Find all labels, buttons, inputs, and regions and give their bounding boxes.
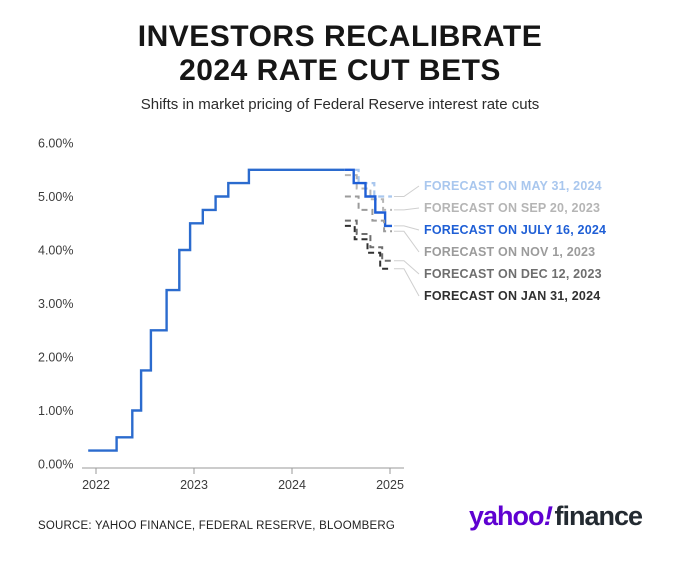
leader-line-forecast-sep-20-2023 — [393, 207, 420, 211]
series-forecast-dec-12-2023 — [344, 219, 392, 262]
x-tick-label: 2025 — [376, 478, 404, 492]
y-tick-label: 6.00% — [38, 137, 73, 151]
title-line-1: INVESTORS RECALIBRATE — [137, 20, 543, 53]
series-fed-funds-history — [88, 168, 345, 452]
chart-subtitle: Shifts in market pricing of Federal Rese… — [140, 96, 540, 114]
series-forecast-may-31-2024 — [344, 168, 392, 198]
y-tick-label: 5.00% — [38, 190, 73, 204]
y-tick-label: 3.00% — [38, 297, 73, 311]
x-tick-label: 2023 — [180, 478, 208, 492]
chart-title: INVESTORS RECALIBRATE 2024 RATE CUT BETS — [0, 20, 680, 87]
x-tick-label: 2024 — [278, 478, 306, 492]
y-tick-label: 1.00% — [38, 404, 73, 418]
leader-line-forecast-july-16-2024 — [393, 225, 420, 231]
y-tick-label: 0.00% — [38, 458, 73, 472]
x-tick-label: 2022 — [82, 478, 110, 492]
leader-line-forecast-nov-1-2023 — [393, 230, 420, 253]
series-forecast-july-16-2024 — [344, 168, 392, 228]
y-tick-label: 4.00% — [38, 244, 73, 258]
header: INVESTORS RECALIBRATE 2024 RATE CUT BETS … — [0, 20, 680, 113]
logo-finance: finance — [554, 501, 643, 531]
series-forecast-jan-31-2024 — [344, 224, 392, 270]
leader-line-forecast-dec-12-2023 — [393, 260, 420, 275]
title-line-2: 2024 RATE CUT BETS — [179, 53, 501, 87]
y-tick-label: 2.00% — [38, 351, 73, 365]
source-note: SOURCE: YAHOO FINANCE, FEDERAL RESERVE, … — [38, 520, 396, 532]
series-forecast-sep-20-2023 — [344, 174, 392, 211]
logo-yahoo: yahoo — [468, 501, 545, 531]
yahoo-finance-logo: yahoo!finance — [468, 501, 643, 532]
leader-line-forecast-may-31-2024 — [393, 185, 420, 197]
series-forecast-nov-1-2023 — [344, 195, 392, 233]
leader-line-forecast-jan-31-2024 — [393, 268, 420, 297]
